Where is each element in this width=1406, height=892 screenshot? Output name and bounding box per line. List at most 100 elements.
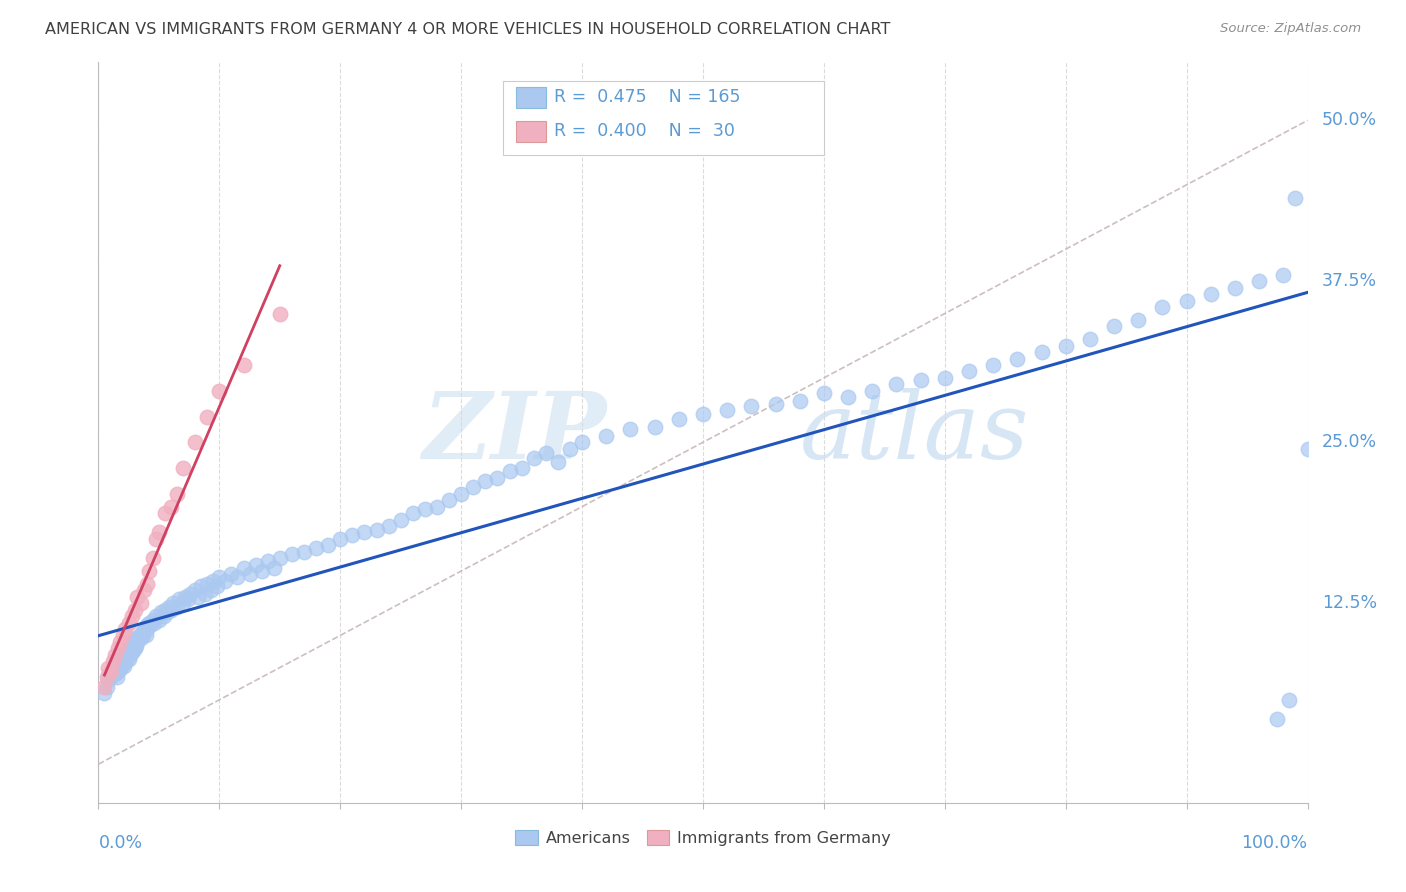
Point bbox=[486, 471, 509, 485]
Point bbox=[166, 487, 188, 501]
Point bbox=[157, 600, 180, 615]
Point bbox=[114, 651, 136, 665]
Point bbox=[184, 583, 207, 598]
Point bbox=[153, 506, 176, 520]
Point bbox=[837, 390, 859, 404]
Point bbox=[135, 618, 157, 632]
Point bbox=[114, 648, 136, 662]
Point bbox=[1278, 693, 1301, 707]
Point bbox=[450, 487, 472, 501]
Point bbox=[162, 596, 184, 610]
Point bbox=[256, 554, 278, 568]
Point bbox=[129, 631, 152, 645]
Point bbox=[269, 306, 291, 320]
Point bbox=[120, 641, 142, 656]
Point bbox=[118, 615, 141, 630]
Point bbox=[692, 407, 714, 421]
Point bbox=[107, 665, 129, 679]
FancyBboxPatch shape bbox=[503, 81, 824, 155]
Point bbox=[148, 613, 170, 627]
Point bbox=[644, 420, 666, 434]
Text: atlas: atlas bbox=[800, 388, 1029, 477]
Text: 100.0%: 100.0% bbox=[1241, 834, 1308, 852]
Point bbox=[142, 551, 165, 566]
Point bbox=[195, 577, 218, 591]
Point bbox=[96, 680, 118, 694]
Point bbox=[108, 662, 131, 676]
Text: ZIP: ZIP bbox=[422, 388, 606, 477]
Point bbox=[1267, 712, 1289, 726]
Point bbox=[117, 648, 139, 662]
Point bbox=[121, 609, 143, 624]
Point bbox=[105, 660, 128, 674]
Point bbox=[1199, 287, 1222, 301]
Point bbox=[1102, 319, 1125, 334]
Point bbox=[120, 647, 142, 661]
Point bbox=[125, 639, 148, 653]
Point bbox=[571, 435, 593, 450]
Point bbox=[127, 631, 149, 645]
Point bbox=[195, 409, 218, 424]
Point bbox=[281, 547, 304, 561]
Point bbox=[342, 528, 364, 542]
Point bbox=[152, 609, 174, 624]
Point bbox=[329, 532, 352, 546]
Point bbox=[134, 622, 156, 636]
Bar bbox=[516, 87, 546, 108]
Point bbox=[184, 435, 207, 450]
Point bbox=[129, 596, 152, 610]
Point bbox=[547, 454, 569, 468]
Point bbox=[153, 602, 176, 616]
Text: 0.0%: 0.0% bbox=[98, 834, 142, 852]
Point bbox=[169, 592, 191, 607]
Text: R =  0.475    N = 165: R = 0.475 N = 165 bbox=[554, 88, 741, 106]
Point bbox=[221, 566, 243, 581]
Point bbox=[107, 657, 129, 671]
Point bbox=[118, 648, 141, 662]
Point bbox=[498, 464, 520, 478]
Point bbox=[474, 474, 496, 488]
Point bbox=[143, 615, 166, 630]
Point bbox=[97, 660, 120, 674]
Point bbox=[108, 660, 131, 674]
Point bbox=[389, 512, 412, 526]
Point bbox=[1031, 345, 1053, 359]
Point bbox=[139, 618, 162, 632]
Point bbox=[150, 605, 173, 619]
Point bbox=[860, 384, 883, 398]
Point bbox=[214, 574, 236, 589]
Bar bbox=[516, 121, 546, 142]
Point bbox=[437, 493, 460, 508]
Point bbox=[96, 670, 118, 684]
Point bbox=[100, 670, 122, 684]
Point bbox=[316, 538, 339, 552]
Point bbox=[101, 654, 124, 668]
Point bbox=[132, 628, 155, 642]
Point bbox=[127, 635, 149, 649]
Text: Source: ZipAtlas.com: Source: ZipAtlas.com bbox=[1220, 22, 1361, 36]
Point bbox=[1152, 300, 1174, 314]
Text: 12.5%: 12.5% bbox=[1322, 594, 1378, 612]
Point bbox=[121, 635, 143, 649]
Point bbox=[292, 545, 315, 559]
Point bbox=[957, 364, 980, 378]
Text: 50.0%: 50.0% bbox=[1322, 112, 1378, 129]
Point bbox=[98, 667, 121, 681]
Point bbox=[145, 532, 167, 546]
Point bbox=[114, 622, 136, 636]
Point bbox=[263, 561, 285, 575]
Point bbox=[135, 628, 157, 642]
Point bbox=[124, 602, 146, 616]
Point bbox=[110, 659, 132, 673]
Point bbox=[353, 525, 375, 540]
Point bbox=[118, 651, 141, 665]
Point bbox=[111, 657, 134, 671]
Point bbox=[200, 583, 222, 598]
Point bbox=[124, 635, 146, 649]
Point bbox=[93, 686, 115, 700]
Point bbox=[138, 615, 160, 630]
Point bbox=[232, 358, 254, 372]
Point bbox=[134, 583, 156, 598]
Point bbox=[510, 461, 533, 475]
Point bbox=[1007, 351, 1029, 366]
